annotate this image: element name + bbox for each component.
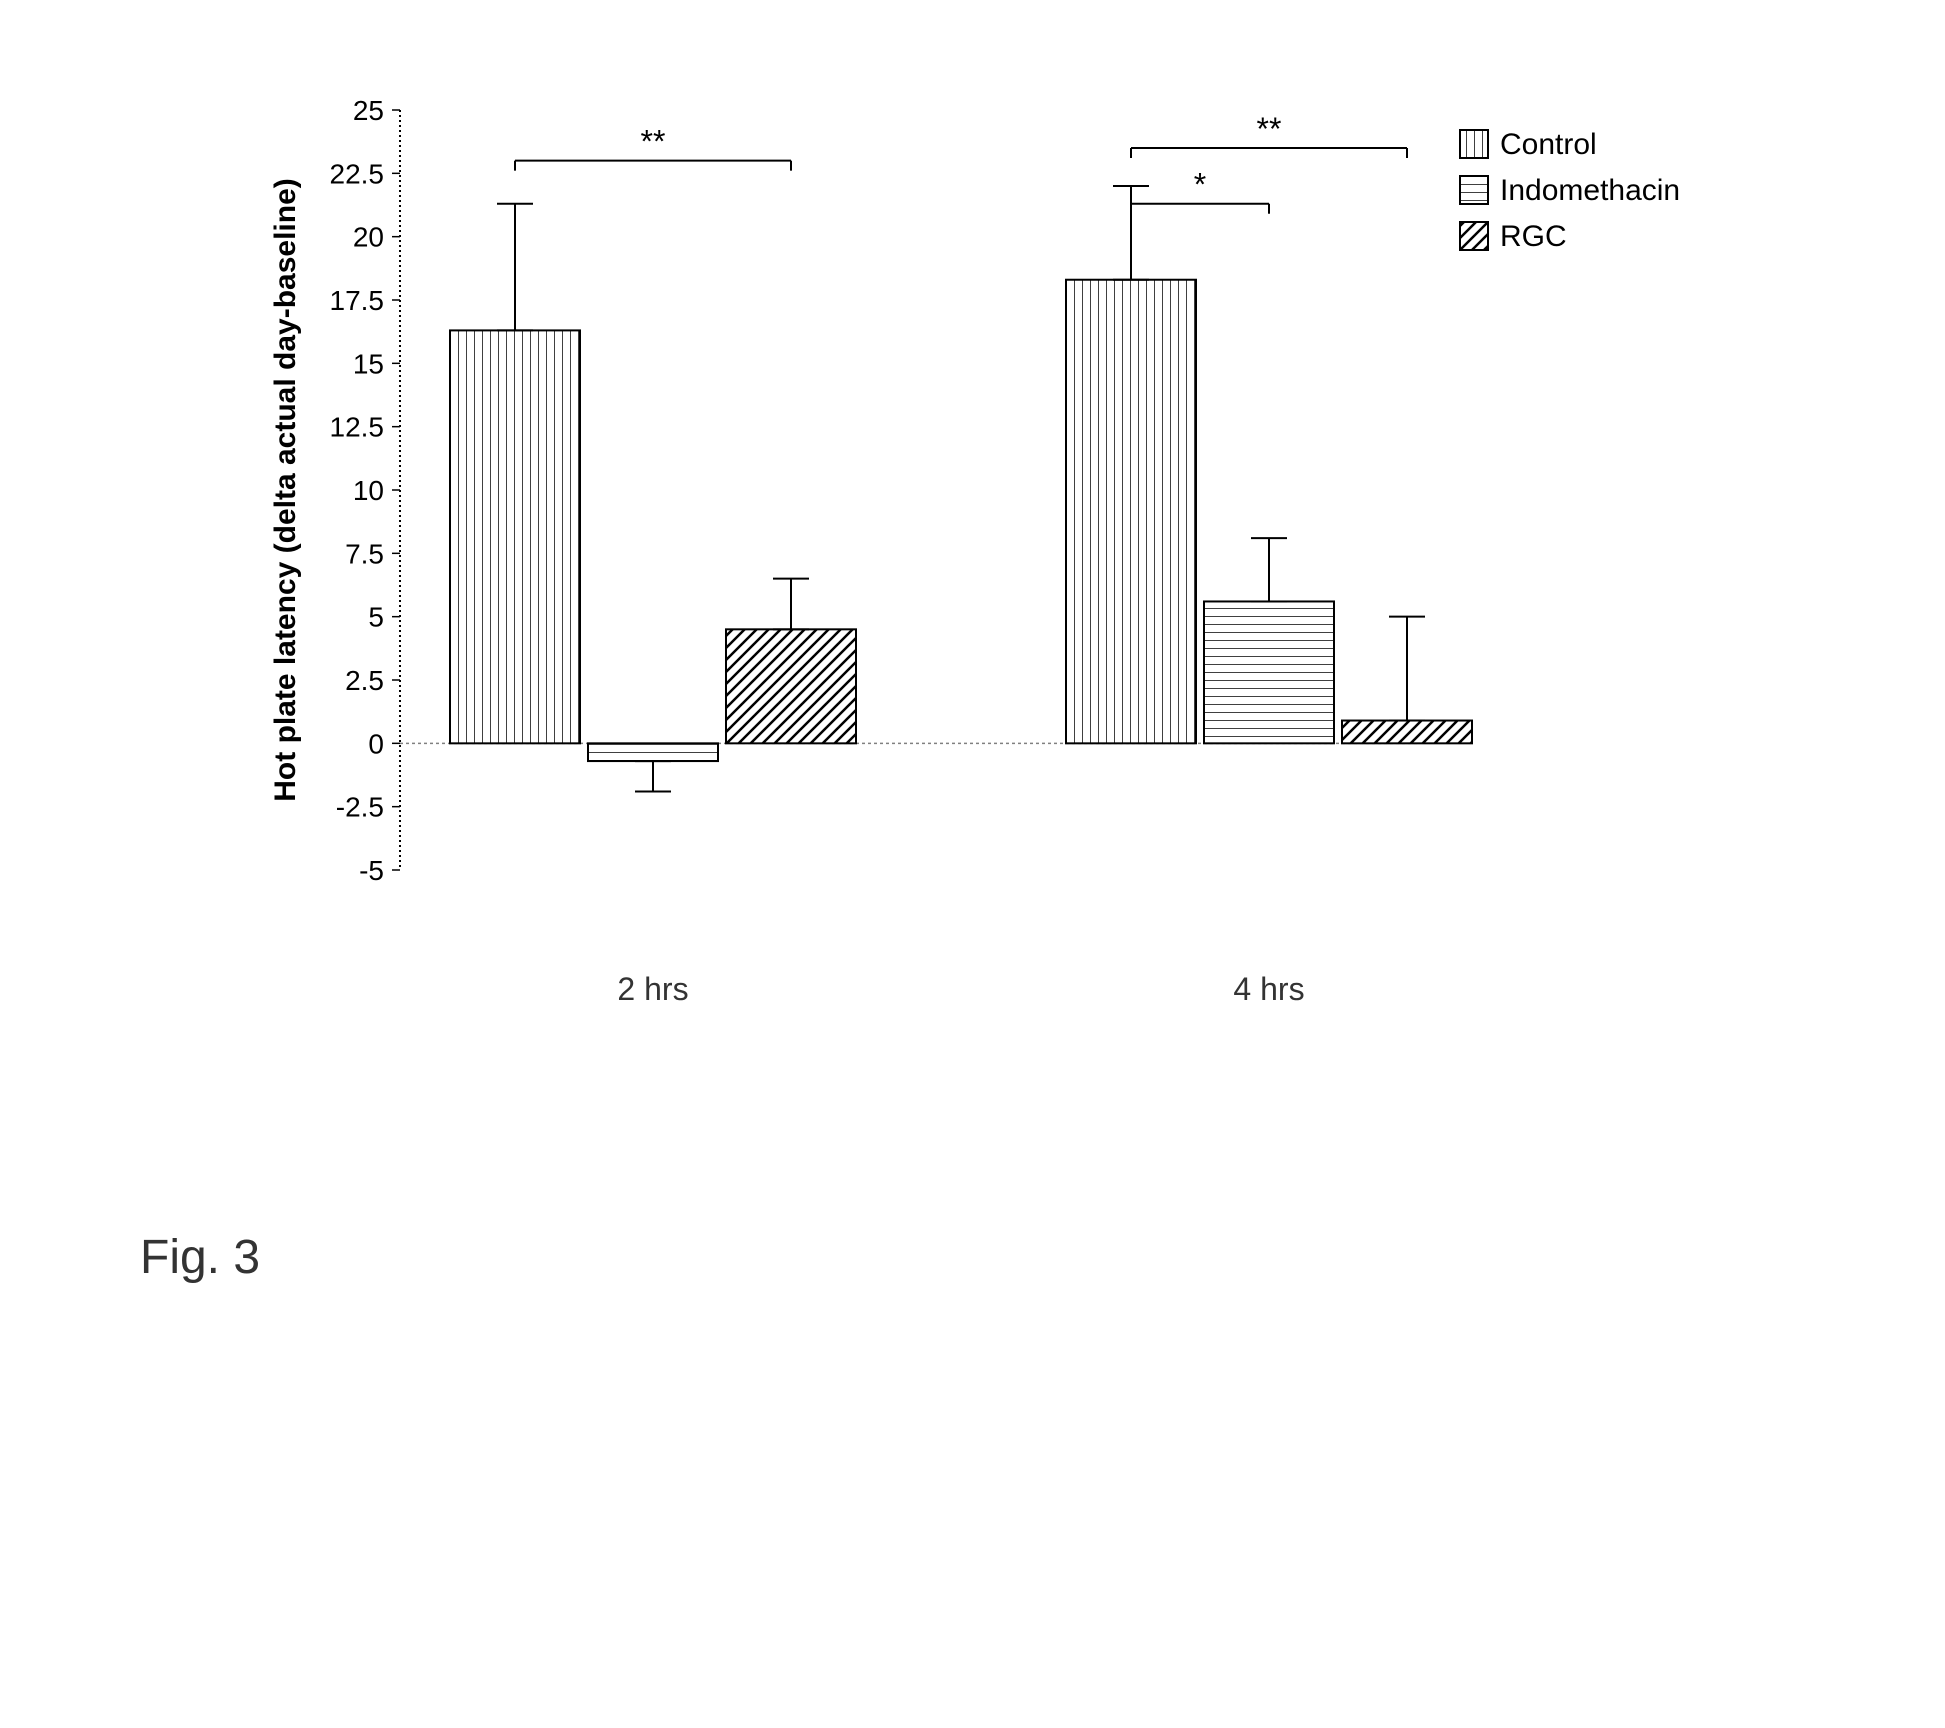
group-label: 4 hrs	[1233, 971, 1304, 1007]
bar	[726, 629, 856, 743]
y-tick-label: 5	[368, 602, 384, 633]
bar	[1066, 280, 1196, 744]
group-label: 2 hrs	[617, 971, 688, 1007]
y-tick-label: 17.5	[330, 285, 385, 316]
page: -5 -2.5 0 2.5 5 7.5 10 12.5 15 17.5 20 22.5 25 Hot pl…	[0, 0, 1945, 1728]
significance-label: **	[641, 124, 666, 160]
y-tick-label: 12.5	[330, 412, 385, 443]
bar	[450, 330, 580, 743]
y-tick-label: -5	[359, 855, 384, 886]
y-tick-label: 7.5	[345, 538, 384, 569]
y-tick-label: 20	[353, 222, 384, 253]
y-tick-label: 10	[353, 475, 384, 506]
legend-label: Control	[1500, 128, 1597, 161]
y-tick-label: 25	[353, 95, 384, 126]
significance-label: *	[1194, 167, 1206, 203]
bar-chart: -5 -2.5 0 2.5 5 7.5 10 12.5 15 17.5 20 22.5 25 Hot pl…	[250, 80, 1750, 1080]
legend-label: Indomethacin	[1500, 174, 1680, 207]
bar	[588, 743, 718, 761]
figure-caption: Fig. 3	[140, 1230, 260, 1285]
y-tick-label: 15	[353, 348, 384, 379]
legend-swatch	[1460, 222, 1488, 250]
bar	[1204, 601, 1334, 743]
y-tick-label: 2.5	[345, 665, 384, 696]
bar	[1342, 721, 1472, 744]
legend-swatch	[1460, 176, 1488, 204]
y-tick-label: 22.5	[330, 158, 385, 189]
chart-container: -5 -2.5 0 2.5 5 7.5 10 12.5 15 17.5 20 22.5 25 Hot pl…	[250, 80, 1750, 1085]
y-tick-label: -2.5	[336, 792, 384, 823]
legend-swatch	[1460, 130, 1488, 158]
legend-label: RGC	[1500, 220, 1567, 253]
significance-label: **	[1257, 111, 1282, 147]
y-axis-label: Hot plate latency (delta actual day-base…	[269, 178, 302, 802]
y-tick-label: 0	[368, 728, 384, 759]
